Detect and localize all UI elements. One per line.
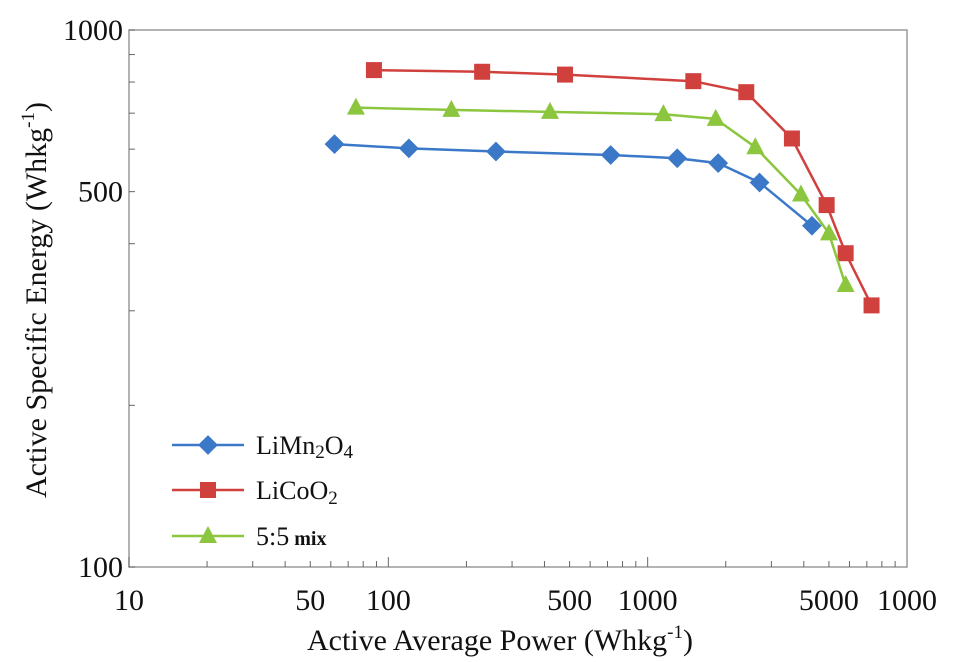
data-point bbox=[365, 62, 382, 79]
legend-label-mix: 5:5 mix bbox=[256, 522, 326, 551]
data-point bbox=[474, 63, 491, 80]
data-point bbox=[486, 141, 506, 162]
data-point bbox=[863, 297, 880, 314]
x-tick-label: 100 bbox=[366, 584, 411, 617]
data-point bbox=[324, 134, 345, 155]
data-point bbox=[557, 66, 574, 83]
x-tick-label: 1000 bbox=[877, 584, 937, 617]
legend-label-limn2o4: LiMn2O4 bbox=[256, 431, 354, 463]
legend-item-licoo2: LiCoO2 bbox=[172, 476, 338, 509]
ticks-layer: 10 50 100 500 1000 5000 1000 100 500 1000 bbox=[63, 14, 937, 617]
y-tick-label: 500 bbox=[78, 176, 123, 209]
x-tick-label: 500 bbox=[547, 584, 592, 617]
y-tick-label: 1000 bbox=[63, 14, 123, 47]
legend-marker-limn2o4 bbox=[198, 435, 218, 455]
plot-frame bbox=[128, 29, 908, 568]
data-point bbox=[791, 184, 810, 202]
y-axis-title: Active Specific Energy (Whkg-1) bbox=[18, 102, 53, 498]
legend-marker-mix bbox=[199, 526, 217, 543]
series-line bbox=[334, 142, 813, 227]
series-2 bbox=[346, 97, 855, 293]
x-axis-title: Active Average Power (Whkg-1) bbox=[307, 622, 693, 657]
x-tick-label: 10 bbox=[114, 584, 144, 617]
data-point bbox=[783, 130, 800, 147]
legend-label-licoo2: LiCoO2 bbox=[256, 476, 338, 509]
data-point bbox=[398, 138, 419, 159]
data-point bbox=[819, 223, 838, 241]
data-point bbox=[746, 137, 765, 155]
data-point bbox=[738, 84, 755, 101]
data-point bbox=[442, 99, 461, 117]
x-tick-label: 1000 bbox=[618, 584, 678, 617]
series-1 bbox=[365, 62, 880, 314]
data-point bbox=[654, 104, 673, 122]
x-tick-label: 50 bbox=[295, 584, 325, 617]
data-point bbox=[837, 245, 854, 262]
legend-item-mix: 5:5 mix bbox=[172, 522, 326, 551]
data-point bbox=[346, 97, 365, 115]
legend: LiMn2O4 LiCoO2 5:5 mix bbox=[172, 431, 354, 551]
data-point bbox=[836, 275, 855, 293]
data-point bbox=[685, 73, 702, 90]
legend-item-limn2o4: LiMn2O4 bbox=[172, 431, 354, 463]
data-point bbox=[706, 108, 725, 126]
data-point bbox=[540, 101, 559, 119]
x-tick-label: 5000 bbox=[799, 584, 859, 617]
legend-marker-licoo2 bbox=[200, 482, 216, 498]
data-point bbox=[818, 197, 835, 214]
y-tick-label: 100 bbox=[78, 551, 123, 584]
